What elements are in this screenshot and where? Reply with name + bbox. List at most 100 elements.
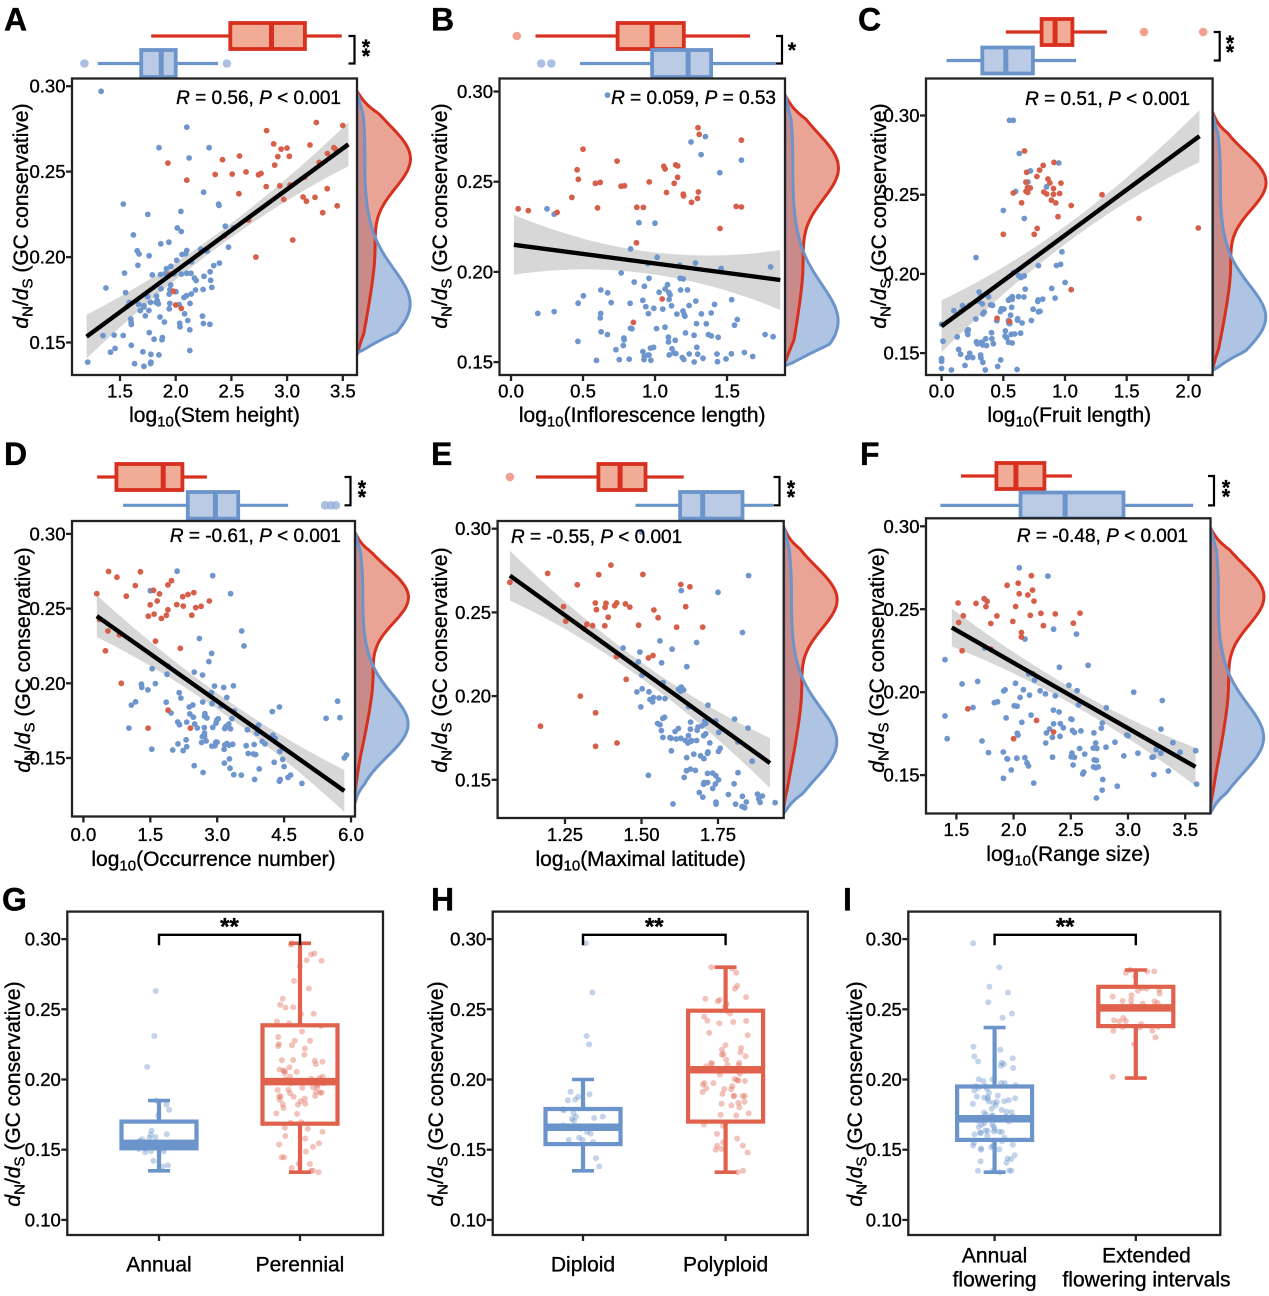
svg-text:1.50: 1.50 [623,824,659,845]
svg-text:0.30: 0.30 [25,929,61,950]
svg-text:**: ** [220,913,239,940]
svg-text:1.0: 1.0 [642,381,668,402]
svg-text:dN/dS (GC conservative): dN/dS (GC conservative) [10,103,37,328]
svg-text:1.5: 1.5 [714,381,740,402]
svg-text:1.5: 1.5 [944,819,970,840]
svg-text:log10(Inflorescence length): log10(Inflorescence length) [519,404,766,431]
svg-text:1.5: 1.5 [1114,381,1140,402]
svg-text:0.30: 0.30 [29,523,65,544]
svg-text:*: * [787,477,796,500]
svg-text:0.25: 0.25 [29,161,65,182]
svg-text:0.25: 0.25 [455,602,491,623]
svg-text:*: * [358,486,367,509]
svg-text:0.10: 0.10 [25,1209,61,1230]
svg-text:log10(Fruit length): log10(Fruit length) [987,404,1151,431]
svg-text:3.5: 3.5 [1172,819,1198,840]
svg-text:dN/dS (GC conservative): dN/dS (GC conservative) [425,981,452,1206]
svg-text:*: * [1226,32,1235,55]
svg-text:Perennial: Perennial [256,1254,345,1277]
svg-text:log10(Range size): log10(Range size) [986,843,1150,870]
svg-text:dN/dS (GC conservative): dN/dS (GC conservative) [868,103,895,328]
svg-text:0.20: 0.20 [883,682,919,703]
svg-text:0.30: 0.30 [455,518,491,539]
svg-text:R = -0.48, P < 0.001: R = -0.48, P < 0.001 [1017,526,1188,547]
svg-text:R = -0.55, P < 0.001: R = -0.55, P < 0.001 [511,527,682,548]
svg-text:0.25: 0.25 [866,999,902,1020]
svg-text:**: ** [1056,913,1075,940]
svg-text:Annual: Annual [126,1254,191,1277]
svg-text:2.5: 2.5 [1058,819,1084,840]
svg-text:C: C [858,2,881,38]
svg-text:Diploid: Diploid [551,1254,615,1277]
svg-text:flowering: flowering [953,1269,1037,1292]
svg-text:log10(Stem height): log10(Stem height) [129,404,300,431]
svg-text:0.20: 0.20 [29,247,65,268]
svg-text:0.20: 0.20 [883,263,919,284]
svg-text:1.0: 1.0 [1052,381,1078,402]
svg-text:0.15: 0.15 [866,1139,902,1160]
svg-text:2.0: 2.0 [1001,819,1027,840]
svg-text:dN/dS (GC conservative): dN/dS (GC conservative) [429,547,456,772]
svg-text:0.20: 0.20 [450,1069,486,1090]
svg-text:R = 0.56, P < 0.001: R = 0.56, P < 0.001 [176,88,341,109]
svg-text:G: G [2,882,27,918]
svg-text:0.25: 0.25 [457,171,493,192]
svg-text:0.30: 0.30 [883,516,919,537]
svg-text:dN/dS (GC conservative): dN/dS (GC conservative) [844,981,871,1206]
svg-text:1.5: 1.5 [137,824,163,845]
svg-text:6.0: 6.0 [338,824,364,845]
svg-text:*: * [1226,41,1235,64]
svg-text:1.5: 1.5 [107,381,133,402]
svg-text:0.15: 0.15 [455,769,491,790]
svg-text:*: * [787,486,796,509]
svg-text:2.0: 2.0 [1176,381,1202,402]
svg-text:Annual: Annual [962,1245,1027,1268]
svg-text:*: * [788,39,797,62]
svg-text:0.30: 0.30 [883,105,919,126]
svg-text:0.0: 0.0 [498,381,524,402]
svg-text:Polyploid: Polyploid [683,1254,768,1277]
svg-text:0.0: 0.0 [71,824,97,845]
svg-text:3.0: 3.0 [274,381,300,402]
svg-text:dN/dS (GC conservative): dN/dS (GC conservative) [2,981,29,1206]
svg-text:*: * [362,36,371,59]
svg-text:1.25: 1.25 [547,824,583,845]
svg-text:0.25: 0.25 [883,599,919,620]
svg-text:dN/dS (GC conservative): dN/dS (GC conservative) [866,547,893,772]
svg-text:2.5: 2.5 [219,381,245,402]
svg-text:0.25: 0.25 [883,184,919,205]
svg-text:3.0: 3.0 [1115,819,1141,840]
svg-text:**: ** [645,913,664,940]
svg-text:log10(Maximal latitude): log10(Maximal latitude) [535,848,745,875]
svg-text:0.30: 0.30 [866,929,902,950]
svg-text:dN/dS (GC conservative): dN/dS (GC conservative) [12,547,39,772]
svg-text:A: A [4,2,27,38]
svg-text:0.30: 0.30 [29,76,65,97]
svg-text:0.25: 0.25 [25,999,61,1020]
svg-text:3.5: 3.5 [330,381,356,402]
svg-text:2.0: 2.0 [163,381,189,402]
svg-text:4.5: 4.5 [271,824,297,845]
svg-text:0.15: 0.15 [883,343,919,364]
svg-text:0.15: 0.15 [457,352,493,373]
svg-text:0.20: 0.20 [455,686,491,707]
svg-text:I: I [843,882,852,918]
svg-text:0.15: 0.15 [29,748,65,769]
svg-text:0.20: 0.20 [866,1069,902,1090]
svg-text:*: * [362,45,371,68]
svg-text:0.30: 0.30 [457,81,493,102]
svg-text:dN/dS (GC conservative): dN/dS (GC conservative) [429,103,456,328]
svg-text:1.75: 1.75 [700,824,736,845]
svg-text:0.15: 0.15 [883,765,919,786]
svg-text:0.25: 0.25 [29,598,65,619]
svg-text:0.20: 0.20 [25,1069,61,1090]
svg-text:flowering intervals: flowering intervals [1062,1269,1230,1292]
svg-text:0.20: 0.20 [29,673,65,694]
svg-text:0.0: 0.0 [929,381,955,402]
svg-text:0.5: 0.5 [990,381,1016,402]
svg-text:0.15: 0.15 [25,1139,61,1160]
svg-text:0.30: 0.30 [450,929,486,950]
svg-text:3.0: 3.0 [204,824,230,845]
svg-text:H: H [431,882,454,918]
svg-text:B: B [431,2,454,38]
